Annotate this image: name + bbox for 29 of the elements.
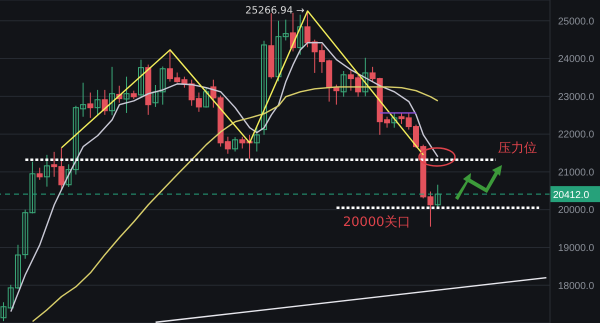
candlestick [232,136,238,152]
y-tick-label: 18000.0 [558,280,595,292]
y-tick-label: 20000.0 [558,205,595,216]
y-tick-label: 22000.0 [558,130,595,141]
ref-line-label: 20412.0 [553,190,590,202]
annotation: 压力位 [498,141,537,156]
candlestick [297,14,304,56]
y-tick-label: 21000.0 [558,167,595,178]
y-tick-label: 19000.0 [558,242,595,254]
candlestick [109,66,116,116]
candlestick [434,184,441,208]
candlestick [261,40,268,136]
candlestick [124,76,130,114]
candlestick [391,112,398,128]
candlestick [44,154,50,188]
annotation: 25266.94 → [245,6,305,17]
candlestick [138,59,144,98]
candlestick [87,92,94,118]
candlestick [36,167,43,180]
candlestick [203,87,210,108]
annotation: 20000关口 [343,215,410,230]
y-tick-label: 25000.0 [558,16,595,28]
candlestick [254,126,260,152]
y-tick-label: 24000.0 [558,54,595,66]
candlestick [340,70,347,98]
y-tick-label: 23000.0 [558,92,595,103]
candlestick [66,164,72,188]
candlestick [362,57,368,97]
candlestick [94,89,101,116]
